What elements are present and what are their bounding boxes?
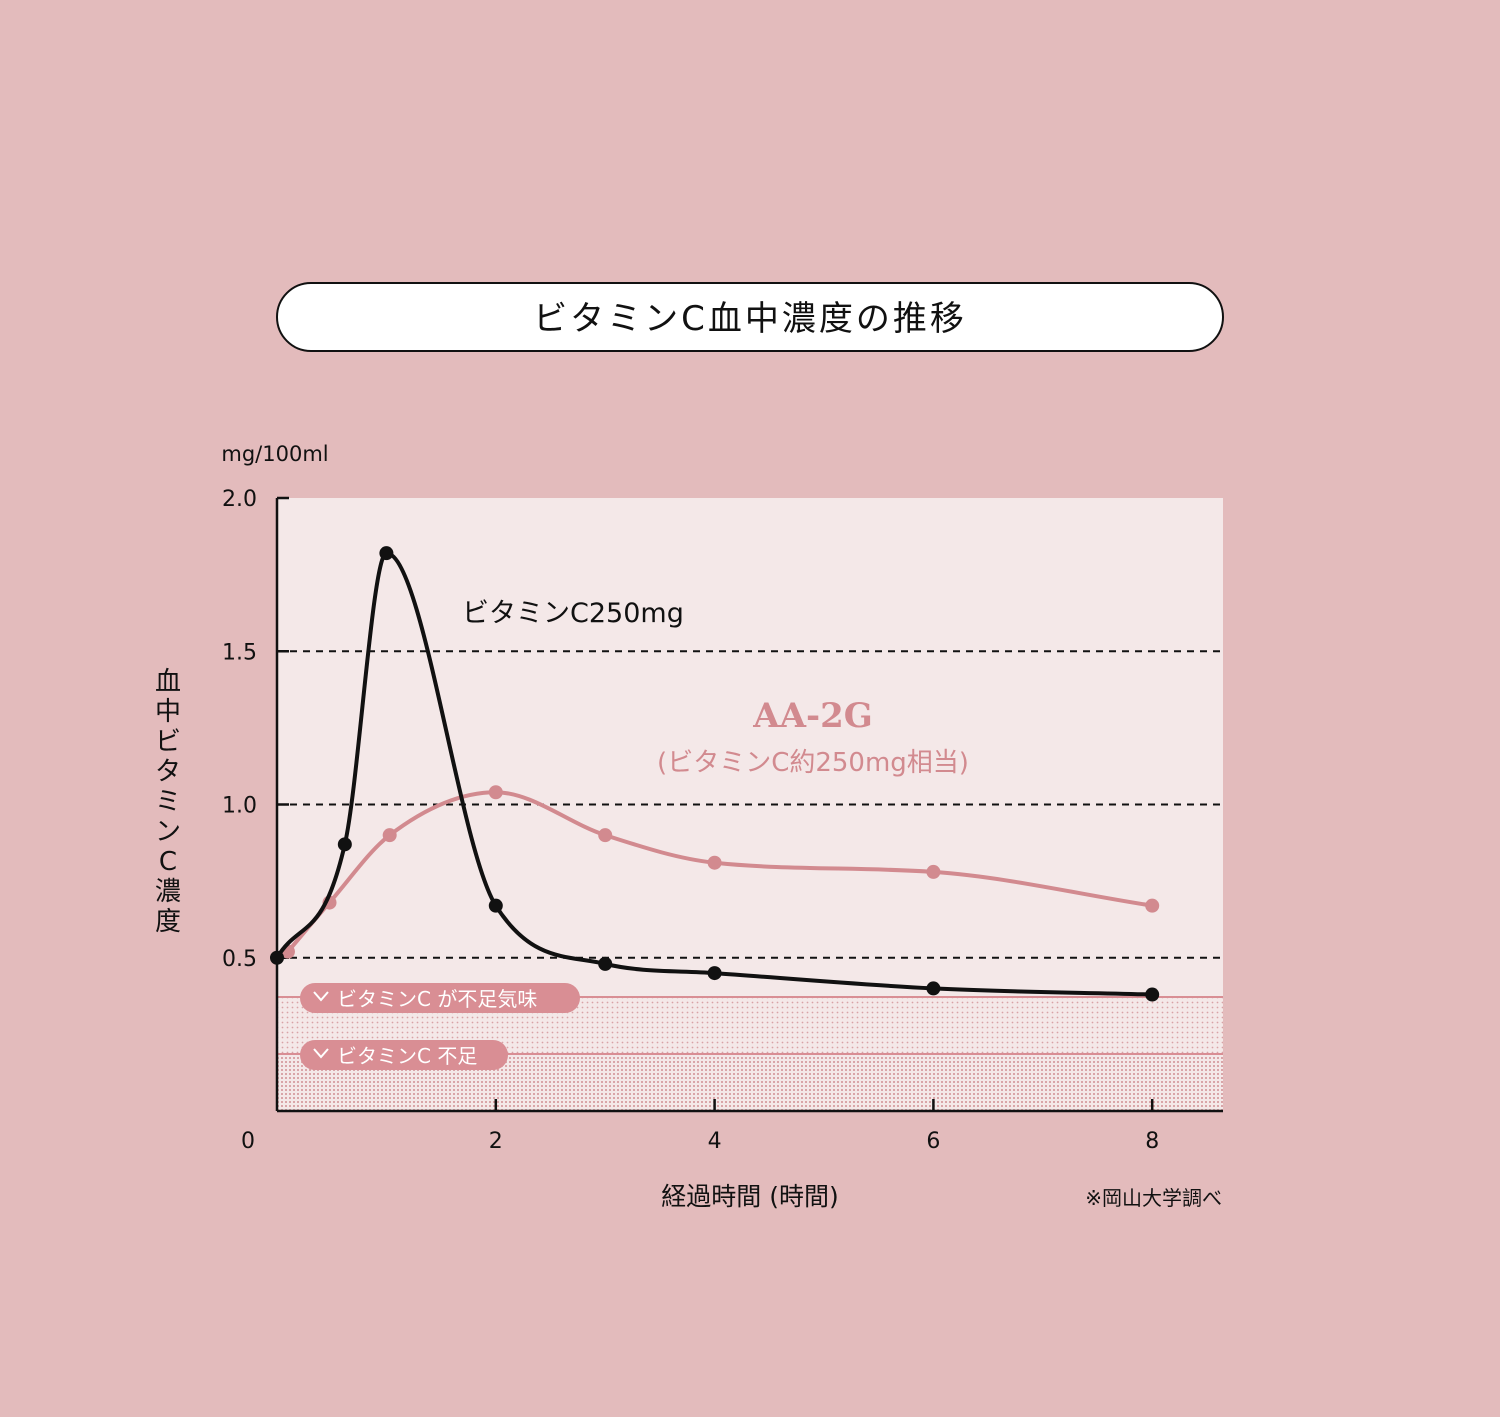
- y-tick-label-3: 2.0: [222, 487, 257, 512]
- x-axis-label: 経過時間 (時間): [661, 1182, 838, 1211]
- y-tick-label-1: 1.0: [222, 794, 257, 819]
- series-0-point-0: [270, 950, 284, 965]
- series-0-point-6: [926, 981, 941, 996]
- band-label-0: ビタミンC が不足気味: [337, 987, 537, 1011]
- x-tick-label-3: 6: [926, 1129, 940, 1154]
- chart-title: ビタミンC血中濃度の推移: [533, 299, 967, 339]
- chart-title-box: ビタミンC血中濃度の推移: [276, 282, 1224, 352]
- series-sublabel-pink: (ビタミンC約250mg相当): [657, 748, 969, 778]
- y-unit-label: mg/100ml: [221, 442, 328, 466]
- series-0-point-4: [598, 956, 613, 971]
- series-0-point-1: [337, 837, 352, 852]
- y-axis-label: 血中ビタミン C 濃度: [155, 667, 181, 937]
- axis-ticks: 0.5 1.0 1.5 2.0 0 2 4 6 8: [222, 487, 1159, 1154]
- chevron-down-icon: [313, 991, 329, 1002]
- band-pill-0: ビタミンC が不足気味: [300, 982, 580, 1013]
- x-tick-label-4: 8: [1145, 1129, 1159, 1154]
- series-label-black: ビタミンC250mg: [462, 598, 684, 629]
- series-1-point-2: [382, 828, 397, 843]
- y-tick-label-2: 1.5: [222, 640, 257, 665]
- series-1: [280, 785, 1160, 959]
- series-0-point-2: [379, 546, 394, 561]
- grid-lines: [277, 650, 1223, 959]
- series-1-point-7: [1145, 898, 1160, 913]
- series-1-point-6: [926, 864, 941, 879]
- x-tick-label-0: 0: [241, 1129, 255, 1154]
- band-pill-bg-1: [300, 1039, 508, 1070]
- series-0-point-5: [707, 966, 722, 981]
- band-label-1: ビタミンC 不足: [337, 1044, 477, 1068]
- x-tick-label-2: 4: [708, 1129, 722, 1154]
- x-tick-label-1: 2: [489, 1129, 503, 1154]
- series-0-point-7: [1145, 987, 1160, 1002]
- series-label-pink: AA-2G: [752, 696, 873, 736]
- band-pill-bg-0: [300, 982, 580, 1013]
- series-0: [270, 546, 1160, 1002]
- series-layer: [270, 546, 1160, 1002]
- series-0-point-3: [488, 898, 503, 913]
- series-1-point-3: [488, 785, 503, 800]
- chart-title-pill: [276, 282, 1224, 352]
- chevron-down-icon: [313, 1048, 329, 1059]
- band-pill-1: ビタミンC 不足: [300, 1039, 508, 1070]
- series-1-point-5: [707, 855, 722, 870]
- y-tick-label-0: 0.5: [222, 947, 257, 972]
- series-1-point-4: [598, 828, 613, 843]
- source-note: ※岡山大学調べ: [1085, 1186, 1222, 1210]
